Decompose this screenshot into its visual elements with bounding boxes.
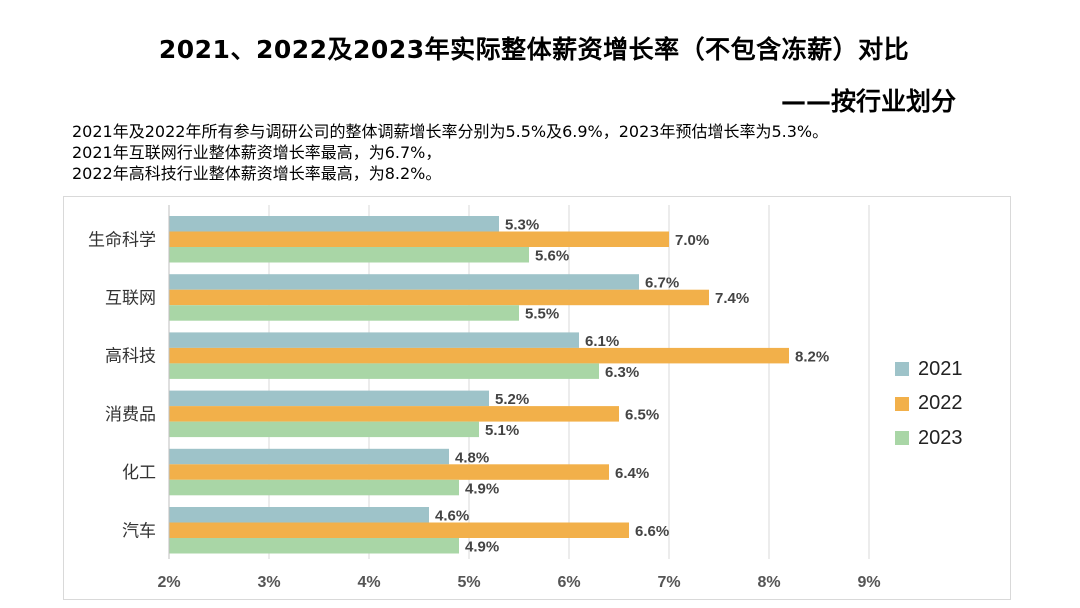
- legend-swatch: [895, 362, 909, 377]
- bar-2022: [169, 406, 619, 422]
- x-tick-label: 7%: [657, 574, 680, 591]
- chart-title: 2021、2022及2023年实际整体薪资增长率（不包含冻薪）对比: [158, 35, 910, 64]
- data-label: 6.3%: [605, 364, 639, 381]
- bar-2022: [169, 289, 709, 306]
- data-label: 4.6%: [435, 508, 469, 525]
- bar-2023: [169, 538, 459, 554]
- bar-2023: [169, 479, 459, 496]
- data-label: 5.5%: [525, 306, 559, 323]
- chart-area: 2% 3% 4% 5% 6% 7% 8% 9% 生命科学 5.3% 7.0% 5.6% 互联网 6.7% 7…: [63, 196, 1011, 600]
- summary-note: 2021年及2022年所有参与调研公司的整体调薪增长率分别为5.5%及6.9%，…: [72, 122, 829, 141]
- data-label: 4.9%: [465, 539, 499, 556]
- x-tick-label: 2%: [157, 574, 180, 591]
- bar-2021: [169, 507, 429, 523]
- data-label: 6.6%: [635, 523, 669, 540]
- chart-legend: 2021 2022 2023: [895, 352, 963, 456]
- data-label: 5.6%: [535, 248, 569, 265]
- category-label: 消费品: [105, 405, 156, 425]
- data-label: 6.1%: [585, 333, 619, 350]
- x-tick-label: 8%: [757, 574, 780, 591]
- data-label: 6.7%: [645, 275, 679, 292]
- legend-label: 2023: [918, 426, 963, 449]
- summary-note: 2021年互联网行业整体薪资增长率最高，为6.7%，: [72, 143, 442, 162]
- data-label: 8.2%: [795, 348, 829, 365]
- summary-notes: 2021年及2022年所有参与调研公司的整体调薪增长率分别为5.5%及6.9%，…: [72, 121, 828, 184]
- legend-item-2021: 2021: [895, 352, 963, 387]
- bar-2021: [169, 216, 499, 232]
- bar-2021: [169, 332, 579, 348]
- bar-2023: [169, 421, 479, 438]
- bar-2021: [169, 274, 639, 290]
- data-label: 5.3%: [505, 217, 539, 234]
- x-tick-label: 5%: [457, 574, 480, 591]
- bar-2022: [169, 464, 609, 480]
- bar-2022: [169, 231, 669, 247]
- data-label: 4.8%: [455, 449, 489, 466]
- data-label: 7.4%: [715, 290, 749, 307]
- summary-note: 2022年高科技行业整体薪资增长率最高，为8.2%。: [72, 164, 442, 183]
- legend-item-2022: 2022: [895, 387, 963, 422]
- chart-subtitle: ——按行业划分: [780, 87, 956, 116]
- legend-label: 2022: [918, 392, 963, 415]
- category-label: 化工: [122, 463, 156, 483]
- category-label: 汽车: [122, 521, 156, 541]
- x-tick-label: 9%: [857, 574, 880, 591]
- legend-swatch: [895, 431, 909, 446]
- bar-chart: 2% 3% 4% 5% 6% 7% 8% 9% 生命科学 5.3% 7.0% 5.6% 互联网 6.7% 7…: [88, 205, 881, 591]
- category-label: 高科技: [105, 347, 156, 367]
- bar-2021: [169, 448, 449, 465]
- bar-2021: [169, 390, 489, 407]
- data-label: 6.4%: [615, 465, 649, 482]
- category-label: 生命科学: [88, 230, 156, 250]
- legend-item-2023: 2023: [895, 421, 963, 456]
- data-label: 5.2%: [495, 391, 529, 408]
- data-label: 4.9%: [465, 480, 499, 497]
- bar-2023: [169, 305, 519, 321]
- x-tick-label: 3%: [257, 574, 280, 591]
- category-label: 互联网: [105, 288, 156, 308]
- bar-2023: [169, 363, 599, 379]
- data-label: 6.5%: [625, 407, 659, 424]
- data-label: 7.0%: [675, 232, 709, 249]
- bar-2023: [169, 247, 529, 263]
- legend-swatch: [895, 396, 909, 411]
- legend-label: 2021: [918, 357, 963, 380]
- x-tick-label: 6%: [557, 574, 580, 591]
- bar-2022: [169, 347, 789, 364]
- x-tick-label: 4%: [357, 574, 380, 591]
- data-label: 5.1%: [485, 422, 519, 439]
- bar-2022: [169, 522, 629, 538]
